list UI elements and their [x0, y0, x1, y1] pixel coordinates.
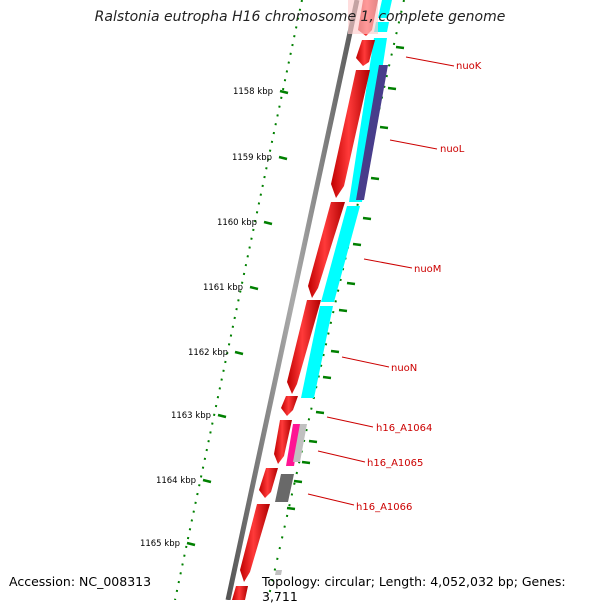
- ring-tick-mark: [301, 460, 311, 465]
- gene-leader-line: [326, 416, 374, 428]
- cog-block-nuoM: [321, 206, 360, 302]
- gene-leader-line: [341, 356, 390, 368]
- ring-tick-mark: [338, 308, 348, 313]
- gene-leader-line: [307, 493, 355, 506]
- ring-tick-mark: [352, 242, 362, 247]
- cog-block-h16_A1064: [286, 424, 301, 466]
- gene-label: h16_A1066: [356, 502, 412, 513]
- scale-tick-mark: [202, 478, 212, 484]
- cds-h16_A1065: [274, 420, 292, 464]
- cog-block-nuoN: [301, 306, 333, 398]
- ring-tick-mark: [362, 216, 372, 221]
- cds-h16_A1064: [281, 396, 298, 416]
- cog-track: [275, 0, 392, 575]
- cog-block-h16_A1064-grey: [293, 424, 307, 462]
- cds-nuoN: [287, 300, 321, 394]
- gene-leader-line: [317, 450, 366, 463]
- gene-label: nuoM: [414, 264, 441, 275]
- top-overlay-blob: [348, 0, 378, 34]
- cds-h16_A1067: [240, 504, 270, 582]
- map-title: Ralstonia eutropha H16 chromosome 1, com…: [94, 9, 506, 25]
- ring-tick-mark: [308, 439, 318, 444]
- gene-label: h16_A1064: [376, 423, 432, 434]
- ring-tick-mark: [315, 410, 325, 415]
- scale-ring-dotted: [174, 0, 303, 600]
- cds-nuoK: [356, 40, 375, 66]
- backbone-arc: [225, 0, 360, 600]
- gene-labels: nuoK nuoL nuoM nuoN h16_A1064 h16_A1065 h16_A1…: [307, 56, 482, 513]
- gene-label: nuoL: [440, 144, 465, 155]
- scale-ticks: 1158 kbp 1159 kbp 1160 kbp 1161 kbp 1162 kbp…: [140, 45, 405, 549]
- cog-block-lower: [275, 570, 282, 575]
- gene-label: h16_A1065: [367, 458, 423, 469]
- scale-tick-mark: [186, 541, 196, 547]
- cds-h16_A1068: [232, 586, 248, 600]
- ring-tick-mark: [322, 375, 332, 380]
- ring-tick-mark: [395, 45, 405, 50]
- scale-tick-mark: [249, 285, 259, 291]
- scale-tick-label: 1162 kbp: [188, 348, 228, 358]
- gene-label: nuoN: [391, 363, 417, 374]
- ring-tick-mark: [387, 86, 397, 91]
- accession-text: Accession: NC_008313: [9, 574, 152, 589]
- scale-tick-label: 1158 kbp: [233, 87, 273, 97]
- cog-block-h16_A1066: [275, 474, 294, 502]
- gene-leader-line: [405, 56, 455, 67]
- scale-tick-label: 1161 kbp: [203, 283, 243, 293]
- cds-h16_A1066: [259, 468, 278, 498]
- scale-tick-label: 1164 kbp: [156, 476, 196, 486]
- ring-tick-mark: [370, 176, 380, 181]
- ring-tick-mark: [330, 349, 340, 354]
- cog-block-nuoK: [378, 0, 392, 18]
- gene-leader-line: [389, 139, 438, 150]
- scale-tick-mark: [217, 413, 227, 419]
- scale-tick-mark: [234, 350, 244, 356]
- scale-tick-label: 1159 kbp: [232, 153, 272, 163]
- gene-leader-line: [363, 258, 413, 269]
- gene-label: nuoK: [456, 61, 482, 72]
- scale-tick-label: 1165 kbp: [140, 539, 180, 549]
- cog-block-nuoL-purple: [356, 65, 388, 200]
- ring-tick-mark: [293, 479, 303, 484]
- scale-tick-mark: [263, 220, 273, 226]
- scale-tick-mark: [279, 89, 289, 95]
- scale-tick-label: 1163 kbp: [171, 411, 211, 421]
- cds-nuoM: [308, 202, 345, 298]
- cds-nuoL: [331, 70, 370, 198]
- ring-tick-mark: [379, 125, 389, 130]
- ring-tick-mark: [286, 506, 296, 511]
- scale-tick-mark: [278, 155, 288, 161]
- scale-tick-label: 1160 kbp: [217, 218, 257, 228]
- ring-tick-mark: [346, 281, 356, 286]
